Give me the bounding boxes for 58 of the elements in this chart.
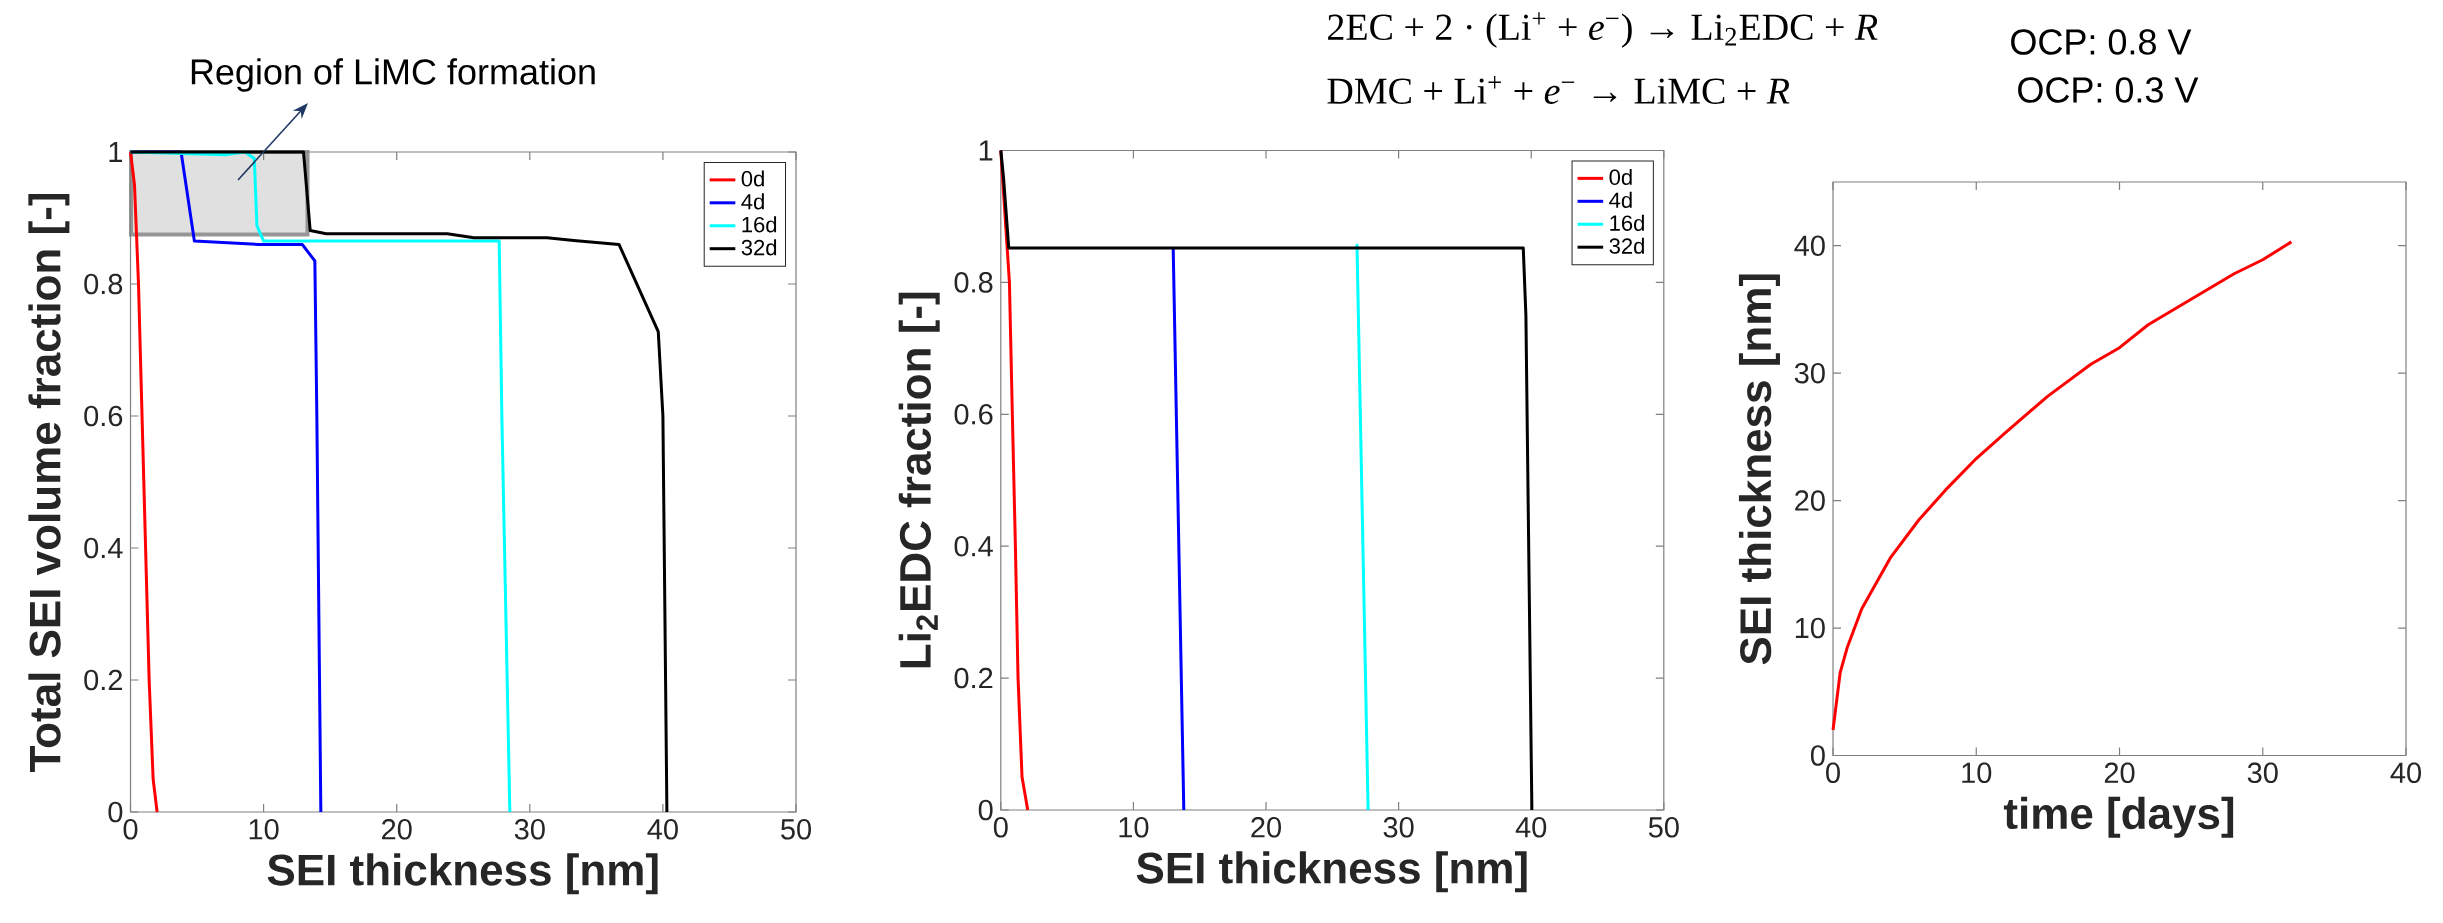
y-tick-label: 0.6 <box>84 405 123 427</box>
legend-label: 32d <box>741 239 777 256</box>
x-tick-label: 50 <box>781 819 811 840</box>
text: 2EC + 2 · (Li$^{+}$ + e$^{−}$) → Li$_{2}$EDC + R <box>1328 12 1878 48</box>
line-series <box>129 150 159 814</box>
x-tick-label: 10 <box>249 819 279 840</box>
legend-label: 4d <box>741 193 764 210</box>
y-tick-label: 0.4 <box>84 537 123 559</box>
y-tick-label: 0.8 <box>954 272 993 293</box>
y-tick-label: 0 <box>978 799 993 821</box>
legend-label: 0d <box>1609 168 1632 186</box>
x-tick-label: 40 <box>647 819 678 840</box>
line-series <box>129 150 512 814</box>
y-tick-label: 40 <box>1794 235 1825 256</box>
y-tick-label: 30 <box>1794 362 1825 384</box>
legend-label: 16d <box>1610 214 1644 231</box>
x-axis-title: SEI thickness [nm] <box>1136 851 1527 893</box>
y-tick-label: 0.2 <box>84 669 122 691</box>
y-tick-label: 1 <box>109 142 123 162</box>
x-tick-label: 0 <box>123 819 138 840</box>
y-tick-label: 0 <box>108 801 123 823</box>
x-axis-title: SEI thickness [nm] <box>267 853 658 895</box>
y-tick-label: 1 <box>979 140 993 161</box>
x-tick-label: 40 <box>1515 817 1547 838</box>
legend-label: 32d <box>1609 237 1644 254</box>
y-tick-label: 0.4 <box>954 535 993 557</box>
y-tick-label: 10 <box>1795 617 1825 639</box>
x-tick-label: 20 <box>2104 762 2135 784</box>
y-tick-label: 20 <box>1795 490 1825 511</box>
x-tick-label: 30 <box>2247 762 2278 784</box>
y-axis-title: Li$_{2}$EDC fraction [-] <box>898 292 940 668</box>
x-tick-label: 0 <box>993 817 1008 838</box>
x-tick-label: 10 <box>1119 817 1149 838</box>
x-axis-title: time [days] <box>2003 796 2234 838</box>
text: OCP: 0.8 V <box>2011 29 2192 55</box>
legend-label: 0d <box>741 170 764 187</box>
text: Region of LiMC formation <box>191 58 595 92</box>
line-series <box>999 149 1534 812</box>
line-series <box>129 150 669 814</box>
x-tick-label: 20 <box>1251 817 1281 838</box>
x-tick-label: 0 <box>1826 762 1840 784</box>
y-tick-label: 0.8 <box>84 273 123 295</box>
x-tick-label: 30 <box>1383 817 1414 838</box>
line-series <box>1831 240 2293 732</box>
text: DMC + Li$^{+}$ + e$^{−}$ → LiMC + R <box>1327 76 1790 104</box>
y-axis-title: Total SEI volume fraction [-] <box>28 193 70 772</box>
x-tick-label: 40 <box>2390 762 2421 784</box>
x-tick-label: 10 <box>1962 762 1992 784</box>
x-tick-label: 50 <box>1648 817 1679 838</box>
legend-label: 4d <box>1609 191 1632 208</box>
x-tick-label: 20 <box>382 819 412 840</box>
x-tick-label: 30 <box>514 819 545 840</box>
y-tick-label: 0.6 <box>954 404 993 425</box>
text: OCP: 0.3 V <box>2018 77 2199 103</box>
y-axis-title: SEI thickness [nm] <box>1738 274 1780 665</box>
y-tick-label: 0 <box>1810 745 1825 766</box>
y-tick-label: 0.2 <box>954 667 993 689</box>
legend-label: 16d <box>742 216 777 233</box>
